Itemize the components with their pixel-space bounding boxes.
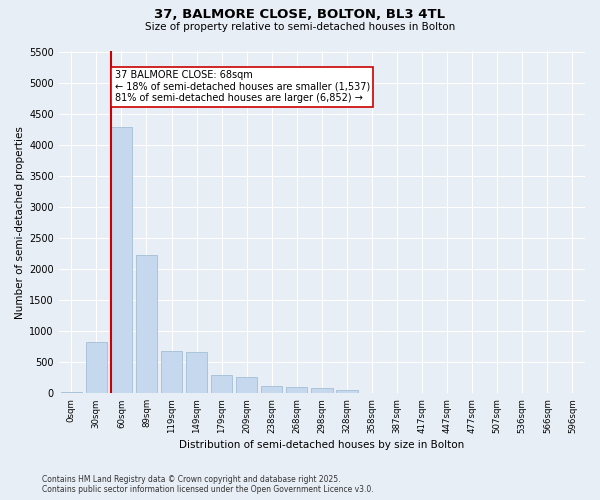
Bar (311, 388, 332, 394)
X-axis label: Distribution of semi-detached houses by size in Bolton: Distribution of semi-detached houses by … (179, 440, 464, 450)
Text: Size of property relative to semi-detached houses in Bolton: Size of property relative to semi-detach… (145, 22, 455, 32)
Bar (211, 376, 232, 394)
Bar (236, 378, 257, 394)
Bar (136, 254, 157, 394)
Text: Contains HM Land Registry data © Crown copyright and database right 2025.
Contai: Contains HM Land Registry data © Crown c… (42, 474, 374, 494)
Bar (161, 351, 182, 394)
Text: 37, BALMORE CLOSE, BOLTON, BL3 4TL: 37, BALMORE CLOSE, BOLTON, BL3 4TL (154, 8, 446, 20)
Bar (111, 128, 132, 394)
Bar (361, 392, 383, 394)
Y-axis label: Number of semi-detached properties: Number of semi-detached properties (15, 126, 25, 319)
Bar (61, 392, 82, 394)
Bar (261, 386, 283, 394)
Bar (86, 342, 107, 394)
Text: 37 BALMORE CLOSE: 68sqm
← 18% of semi-detached houses are smaller (1,537)
81% of: 37 BALMORE CLOSE: 68sqm ← 18% of semi-de… (115, 70, 370, 103)
Bar (286, 387, 307, 394)
Bar (336, 390, 358, 394)
Bar (186, 352, 207, 394)
